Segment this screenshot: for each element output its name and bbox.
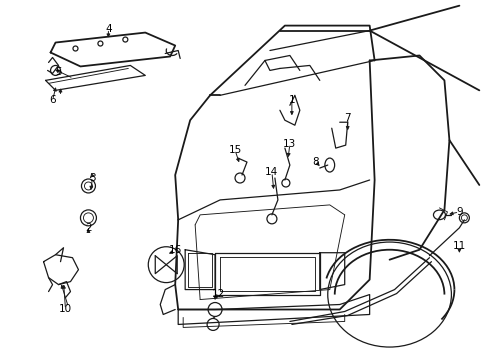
Text: 10: 10 — [59, 305, 72, 315]
Text: 2: 2 — [85, 223, 92, 233]
Text: 14: 14 — [265, 167, 278, 177]
Text: 11: 11 — [452, 241, 465, 251]
Text: 9: 9 — [455, 207, 462, 217]
Text: 12: 12 — [211, 289, 224, 298]
Text: 1: 1 — [288, 95, 295, 105]
Text: 7: 7 — [344, 113, 350, 123]
Text: 5: 5 — [55, 67, 61, 77]
Text: 15: 15 — [228, 145, 241, 155]
Text: 16: 16 — [168, 245, 182, 255]
Text: 8: 8 — [312, 157, 319, 167]
Text: 13: 13 — [283, 139, 296, 149]
Text: 6: 6 — [49, 95, 56, 105]
Text: 3: 3 — [89, 173, 96, 183]
Text: 4: 4 — [105, 24, 111, 33]
